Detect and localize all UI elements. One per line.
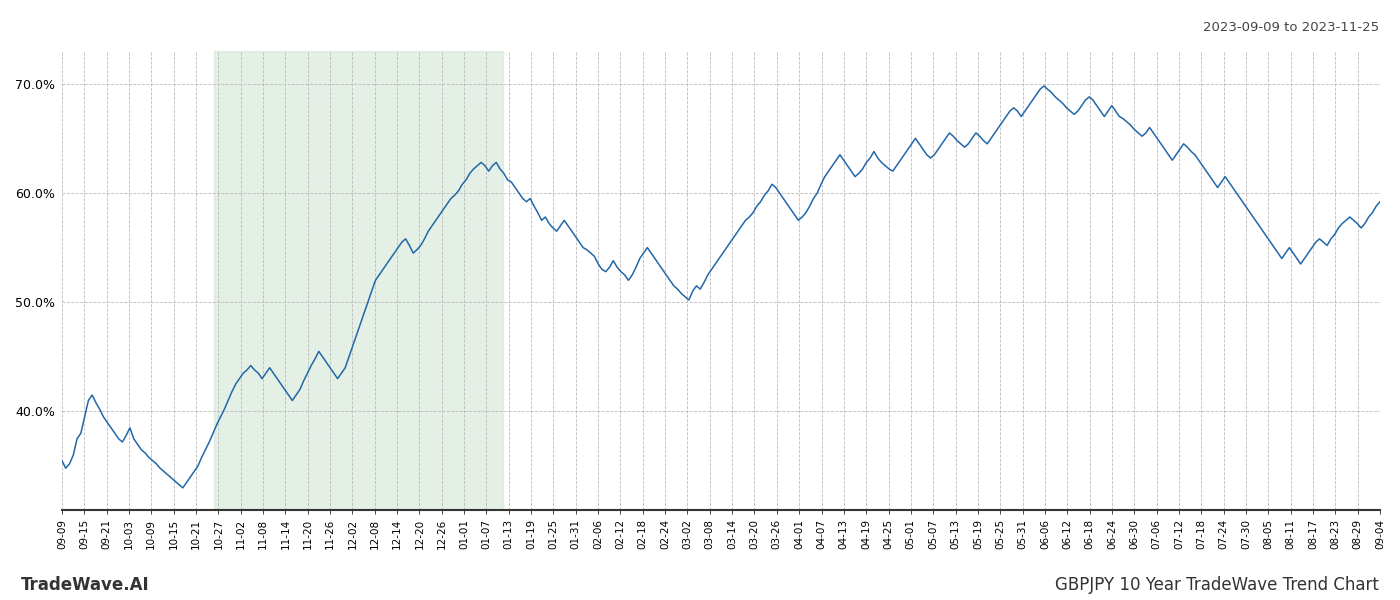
Bar bbox=[214, 51, 504, 510]
Text: GBPJPY 10 Year TradeWave Trend Chart: GBPJPY 10 Year TradeWave Trend Chart bbox=[1056, 576, 1379, 594]
Text: 2023-09-09 to 2023-11-25: 2023-09-09 to 2023-11-25 bbox=[1203, 21, 1379, 34]
Text: TradeWave.AI: TradeWave.AI bbox=[21, 576, 150, 594]
